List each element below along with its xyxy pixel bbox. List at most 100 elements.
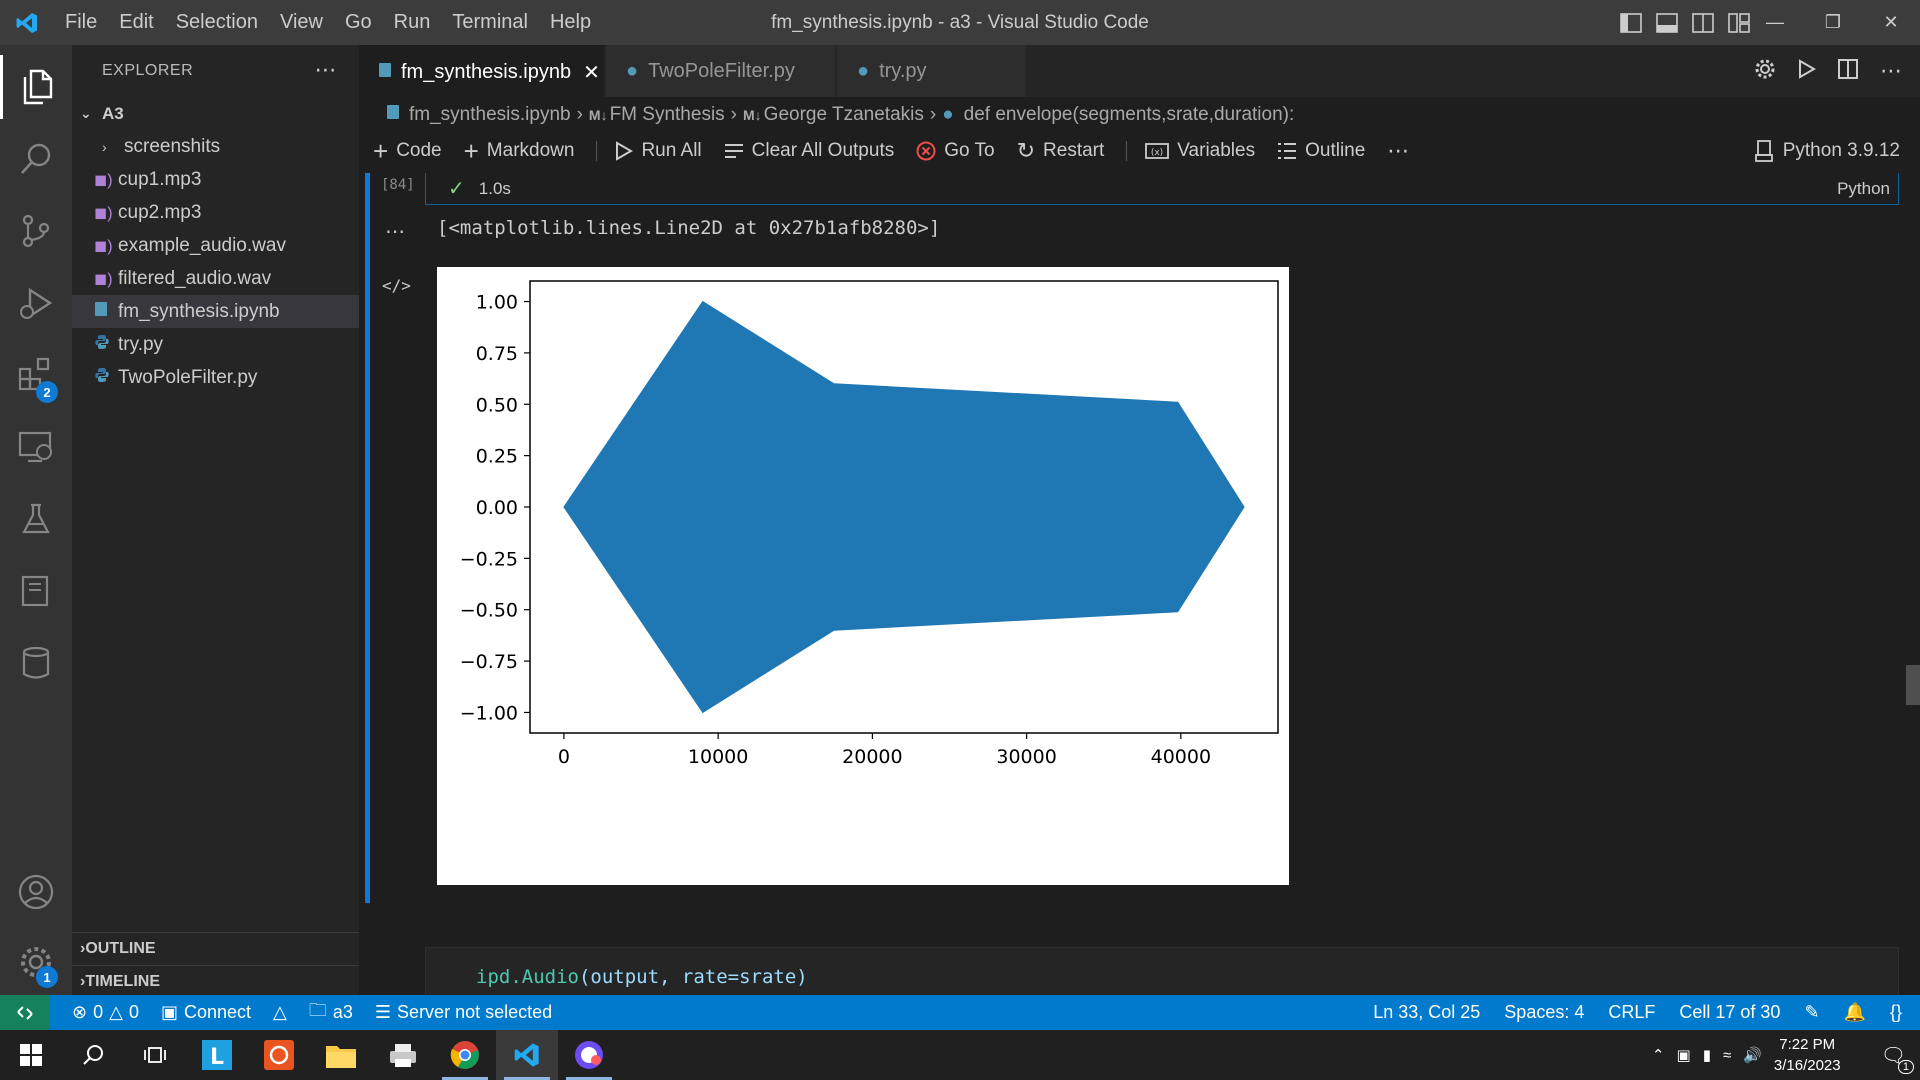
go-to-button[interactable]: Go To [916,140,995,162]
tab-try[interactable]: ● try.py [837,45,1027,97]
more-actions-icon[interactable]: ⋯ [314,57,337,82]
wifi-icon[interactable]: ≈ [1722,1046,1732,1064]
connect-button[interactable]: ▣ Connect [161,1002,251,1023]
next-code-cell[interactable]: ipd.Audio(output, rate=srate) [425,947,1899,995]
toggle-panel-icon[interactable] [1656,12,1678,33]
menu-file[interactable]: File [65,11,98,33]
breadcrumb-symbol[interactable]: def envelope(segments,srate,duration): [963,104,1295,125]
jupyter-icon[interactable] [0,559,72,623]
ubuntu-icon[interactable] [248,1030,310,1080]
run-debug-icon[interactable] [0,271,72,335]
toggle-sidebar-icon[interactable] [1620,12,1642,33]
clock[interactable]: 7:22 PM 3/16/2023 [1774,1034,1841,1076]
end-of-line[interactable]: CRLF [1608,1002,1656,1022]
scrollbar-thumb[interactable] [1906,665,1920,705]
flame-button[interactable]: △ [273,1002,287,1023]
code-output-icon[interactable]: </> [382,276,411,295]
vscode-taskbar-icon[interactable] [496,1030,558,1080]
problems-indicator[interactable]: ⊗ 0 △ 0 [72,1002,139,1023]
menu-edit[interactable]: Edit [119,11,154,33]
output-actions-icon[interactable]: ⋯ [385,221,405,243]
variables-label: Variables [1177,140,1256,161]
clear-outputs-icon [724,144,743,158]
run-icon[interactable] [1798,58,1817,84]
toolbar-divider [1126,141,1128,161]
source-control-icon[interactable] [0,199,72,263]
task-view-icon[interactable] [124,1030,186,1080]
breadcrumb-author[interactable]: George Tzanetakis [763,104,924,125]
extensions-badge: 2 [36,381,58,403]
menu-view[interactable]: View [279,11,323,33]
volume-icon[interactable]: 🔊 [1743,1047,1762,1064]
run-all-button[interactable]: Run All [615,140,702,162]
tray-chevron-up-icon[interactable]: ⌃ [1651,1047,1665,1064]
variables-button[interactable]: (x) Variables [1145,140,1255,162]
restart-button[interactable]: ↻ Restart [1017,138,1105,164]
taskbar-search-icon[interactable] [62,1030,124,1080]
action-center-icon[interactable]: 🗨 1 [1881,1043,1914,1074]
file-explorer-icon[interactable] [310,1030,372,1080]
chrome-icon[interactable] [434,1030,496,1080]
menu-go[interactable]: Go [344,11,372,33]
menu-run[interactable]: Run [393,11,431,33]
battery-icon[interactable]: ▮ [1702,1047,1711,1064]
tab-twopolefilter[interactable]: ● TwoPoleFilter.py [606,45,836,97]
tree-item-screenshits[interactable]: › screenshits [72,130,359,163]
tree-item-cup2[interactable]: ◼) cup2.mp3 [72,196,359,229]
windows-start-icon[interactable] [0,1030,62,1080]
manage-gear-icon[interactable]: 1 [0,930,72,994]
tab-fm-synthesis[interactable]: fm_synthesis.ipynb ✕ [359,45,605,97]
chat-app-icon[interactable] [558,1030,620,1080]
braces-icon[interactable]: {} [1889,1002,1902,1022]
workspace-folder[interactable]: ⌄ A3 [72,97,359,130]
close-icon[interactable]: ✕ [1883,12,1899,32]
outline-button[interactable]: Outline [1277,140,1365,162]
tree-item-fm-synthesis[interactable]: fm_synthesis.ipynb [72,295,359,328]
printer-app-icon[interactable] [372,1030,434,1080]
add-markdown-button[interactable]: + Markdown [464,138,575,164]
tree-item-twopolefilter[interactable]: TwoPoleFilter.py [72,361,359,394]
tree-item-filtered-audio[interactable]: ◼) filtered_audio.wav [72,262,359,295]
menu-selection[interactable]: Selection [175,11,258,33]
more-toolbar-icon[interactable]: ⋯ [1387,138,1410,163]
more-actions-icon[interactable]: ⋯ [1880,58,1902,83]
tree-item-cup1[interactable]: ◼) cup1.mp3 [72,163,359,196]
extensions-icon[interactable]: 2 [0,343,72,407]
app-l-icon[interactable]: L [186,1030,248,1080]
minimize-icon[interactable]: — [1766,12,1784,32]
menu-help[interactable]: Help [549,11,592,33]
search-icon[interactable] [0,127,72,191]
feedback-icon[interactable]: ✎ [1804,1002,1820,1022]
menu-terminal[interactable]: Terminal [452,11,528,33]
breadcrumb-heading[interactable]: FM Synthesis [609,104,725,125]
gear-icon[interactable] [1754,58,1776,85]
restore-icon[interactable]: ❐ [1824,12,1842,32]
add-code-button[interactable]: + Code [373,138,442,164]
close-tab-icon[interactable]: ✕ [583,61,600,84]
clear-all-outputs-button[interactable]: Clear All Outputs [724,140,894,162]
database-icon[interactable] [0,631,72,695]
tree-item-try[interactable]: try.py [72,328,359,361]
outline-section[interactable]: › OUTLINE [72,932,359,965]
cell-position[interactable]: Cell 17 of 30 [1679,1002,1781,1022]
tree-item-example-audio[interactable]: ◼) example_audio.wav [72,229,359,262]
accounts-icon[interactable] [0,860,72,924]
explorer-icon[interactable] [0,55,72,119]
kernel-picker[interactable]: Python 3.9.12 [1754,140,1900,162]
breadcrumb-file[interactable]: fm_synthesis.ipynb [409,104,571,125]
remote-indicator-icon[interactable] [0,995,50,1030]
remote-explorer-icon[interactable] [0,415,72,479]
tray-app-icon[interactable]: ▣ [1676,1047,1691,1064]
timeline-section[interactable]: › TIMELINE [72,965,359,998]
server-indicator[interactable]: ☰ Server not selected [375,1002,552,1023]
notifications-bell-icon[interactable]: 🔔 [1843,1002,1866,1022]
testing-icon[interactable] [0,487,72,551]
cell-language[interactable]: Python [1837,178,1890,198]
cursor-position[interactable]: Ln 33, Col 25 [1373,1002,1481,1022]
indentation[interactable]: Spaces: 4 [1504,1002,1585,1022]
folder-indicator[interactable]: 🗀 a3 [309,998,353,1028]
envelope-chart: 1.00 0.75 0.50 0.25 0.00 −0.25 −0.50 −0.75 −1.00… [460,280,1279,768]
split-editor-icon[interactable] [1838,58,1858,84]
customize-layout-icon[interactable] [1728,12,1750,33]
toggle-secondary-sidebar-icon[interactable] [1692,12,1714,33]
